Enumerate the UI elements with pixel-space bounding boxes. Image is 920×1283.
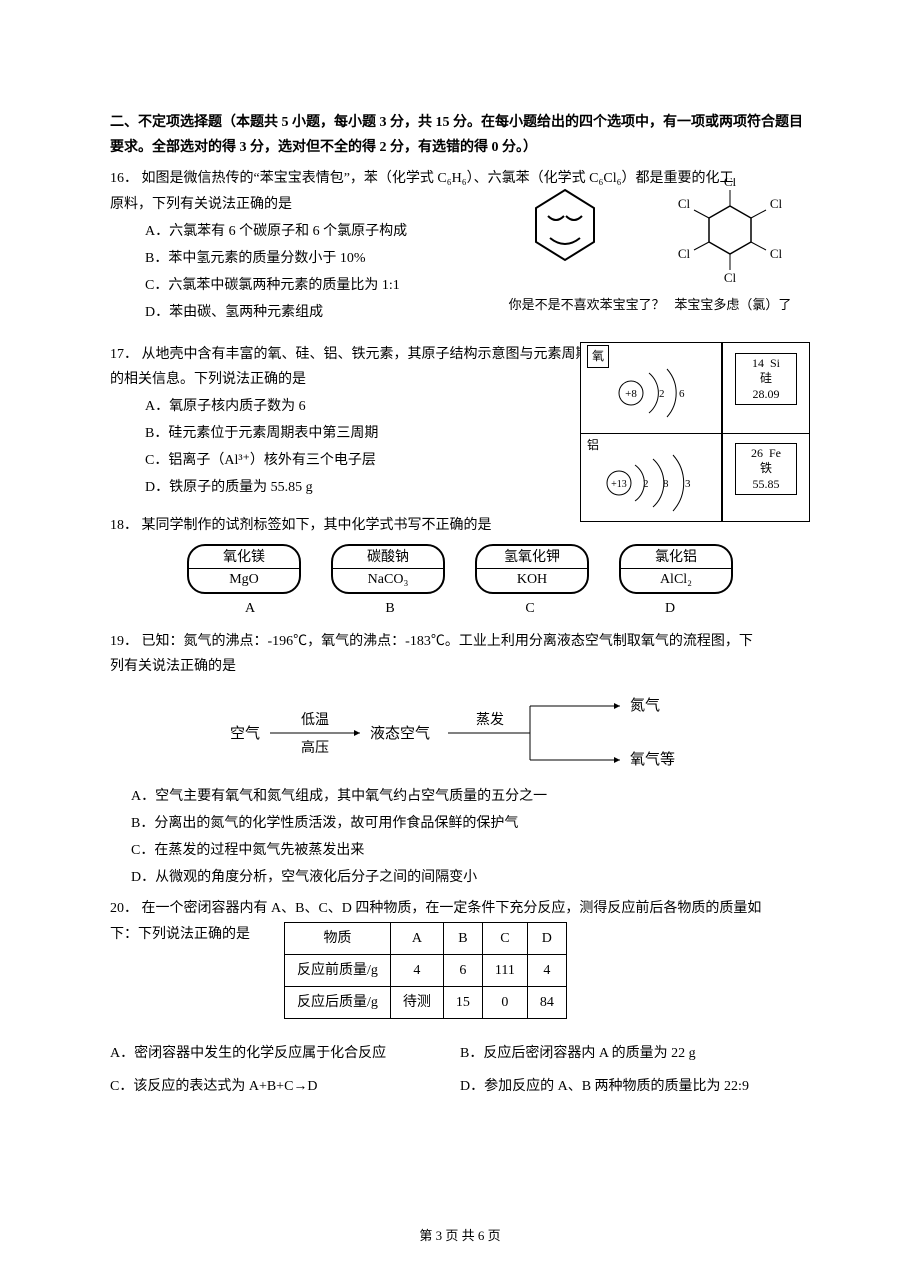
q16-num: 16． xyxy=(110,171,138,186)
hexachlorobenzene-icon: Cl Cl Cl Cl Cl Cl xyxy=(660,178,800,288)
svg-text:2: 2 xyxy=(643,478,649,490)
cl-label: Cl xyxy=(724,178,737,189)
svg-text:8: 8 xyxy=(663,478,669,490)
q20-stem2: 下：下列说法正确的是 xyxy=(110,922,250,947)
label-a: 氧化镁MgO xyxy=(187,544,301,594)
page-footer: 第 3 页 共 6 页 xyxy=(0,1224,920,1247)
q19-opt-c: C．在蒸发的过程中氮气先被蒸发出来 xyxy=(131,838,810,863)
q19-opt-b: B．分离出的氮气的化学性质活泼，故可用作食品保鲜的保护气 xyxy=(131,811,810,836)
o-label: 氧 xyxy=(587,345,609,369)
r1h: 反应前质量/g xyxy=(285,954,391,986)
r2c: 0 xyxy=(482,986,527,1018)
question-16: 16． 如图是微信热传的“苯宝宝表情包”，苯（化学式 C₆H₆）、六氯苯（化学式… xyxy=(110,166,810,325)
th-a: A xyxy=(390,922,443,954)
q19-stem1: 已知：氮气的沸点：-196℃，氧气的沸点：-183℃。工业上利用分离液态空气制取… xyxy=(142,634,753,649)
label-a-letter: A xyxy=(195,596,305,621)
th-sub: 物质 xyxy=(285,922,391,954)
th-b: B xyxy=(443,922,482,954)
svg-text:Cl: Cl xyxy=(770,246,783,261)
r2h: 反应后质量/g xyxy=(285,986,391,1018)
q20-opt-b: B．反应后密闭容器内 A 的质量为 22 g xyxy=(460,1041,810,1066)
r1d: 4 xyxy=(527,954,566,986)
th-c: C xyxy=(482,922,527,954)
svg-text:空气: 空气 xyxy=(230,725,260,742)
benzene-face-icon xyxy=(530,186,600,264)
q20-stem1: 在一个密闭容器内有 A、B、C、D 四种物质，在一定条件下充分反应，测得反应前后… xyxy=(142,901,762,916)
q19-num: 19． xyxy=(110,634,138,649)
q16-caption-left: 你是不是不喜欢苯宝宝了？ xyxy=(509,297,665,312)
question-20: 20． 在一个密闭容器内有 A、B、C、D 四种物质，在一定条件下充分反应，测得… xyxy=(110,896,810,1103)
svg-text:2: 2 xyxy=(659,388,665,400)
svg-text:6: 6 xyxy=(679,388,685,400)
q20-table: 物质 A B C D 反应前质量/g 4 6 111 4 反应后质量/g 待测 … xyxy=(284,922,567,1020)
svg-text:Cl: Cl xyxy=(770,196,783,211)
svg-text:Cl: Cl xyxy=(724,270,737,285)
question-19: 19． 已知：氮气的沸点：-196℃，氧气的沸点：-183℃。工业上利用分离液态… xyxy=(110,629,810,890)
r2b: 15 xyxy=(443,986,482,1018)
q16-stem1: 如图是微信热传的“苯宝宝表情包”，苯（化学式 C₆H₆）、六氯苯（化学式 C₆C… xyxy=(142,171,734,186)
al-label: 铝 xyxy=(587,435,599,457)
q18-num: 18． xyxy=(110,518,138,533)
label-d-letter: D xyxy=(615,596,725,621)
svg-text:氮气: 氮气 xyxy=(630,697,660,714)
svg-text:蒸发: 蒸发 xyxy=(476,712,504,728)
label-d: 氯化铝AlCl₂ xyxy=(619,544,733,594)
svg-text:Cl: Cl xyxy=(678,246,691,261)
q17-opt-c: C．铝离子（Al³⁺）核外有三个电子层 xyxy=(145,448,565,473)
q19-opt-d: D．从微观的角度分析，空气液化后分子之间的间隔变小 xyxy=(131,865,810,890)
r1b: 6 xyxy=(443,954,482,986)
q19-flow: 空气 低温 高压 液态空气 蒸发 氮气 氧气等 xyxy=(110,688,810,778)
q17-figure: 氧 +8 2 6 14 Si 硅 28.09 铝 xyxy=(580,342,810,522)
q17-opt-b: B．硅元素位于元素周期表中第三周期 xyxy=(145,421,565,446)
q16-caption-right: 苯宝宝多虑（氯）了 xyxy=(674,297,791,312)
svg-text:+8: +8 xyxy=(625,388,637,400)
q19-opt-a: A．空气主要有氧气和氮气组成，其中氧气约占空气质量的五分之一 xyxy=(131,784,810,809)
q19-stem2: 列有关说法正确的是 xyxy=(110,654,810,679)
svg-text:氧气等: 氧气等 xyxy=(630,750,675,768)
r2a: 待测 xyxy=(390,986,443,1018)
r1a: 4 xyxy=(390,954,443,986)
fe-box: 26 Fe 铁 55.85 xyxy=(735,443,797,496)
q20-num: 20． xyxy=(110,901,138,916)
label-b: 碳酸钠NaCO₃ xyxy=(331,544,445,594)
q20-opt-c: C．该反应的表达式为 A+B+C→D xyxy=(110,1074,460,1099)
flow-diagram-icon: 空气 低温 高压 液态空气 蒸发 氮气 氧气等 xyxy=(200,688,720,778)
label-c: 氢氧化钾KOH xyxy=(475,544,589,594)
q18-stem: 某同学制作的试剂标签如下，其中化学式书写不正确的是 xyxy=(142,518,492,533)
q17-opt-d: D．铁原子的质量为 55.85 g xyxy=(145,475,565,500)
question-17: 17． 从地壳中含有丰富的氧、硅、铝、铁元素，其原子结构示意图与元素周期表如下，… xyxy=(110,342,810,501)
svg-text:低温: 低温 xyxy=(301,712,329,728)
th-d: D xyxy=(527,922,566,954)
svg-text:+13: +13 xyxy=(611,479,627,490)
label-b-letter: B xyxy=(335,596,445,621)
svg-text:Cl: Cl xyxy=(678,196,691,211)
r2d: 84 xyxy=(527,986,566,1018)
al-atom-icon: +13 2 8 3 xyxy=(581,433,721,523)
question-18: 18． 某同学制作的试剂标签如下，其中化学式书写不正确的是 氧化镁MgO 碳酸钠… xyxy=(110,513,810,622)
q17-opt-a: A．氧原子核内质子数为 6 xyxy=(145,394,565,419)
q20-opt-d: D．参加反应的 A、B 两种物质的质量比为 22:9 xyxy=(460,1074,810,1099)
svg-text:液态空气: 液态空气 xyxy=(370,725,430,742)
section-title: 二、不定项选择题（本题共 5 小题，每小题 3 分，共 15 分。在每小题给出的… xyxy=(110,110,810,160)
q16-figure: Cl Cl Cl Cl Cl Cl 你是不是不喜欢苯宝宝了？ 苯宝宝多虑（氯）了 xyxy=(490,186,810,316)
r1c: 111 xyxy=(482,954,527,986)
svg-text:高压: 高压 xyxy=(301,739,329,756)
q20-opt-a: A．密闭容器中发生的化学反应属于化合反应 xyxy=(110,1041,460,1066)
q17-num: 17． xyxy=(110,347,138,362)
si-box: 14 Si 硅 28.09 xyxy=(735,353,797,406)
label-c-letter: C xyxy=(475,596,585,621)
svg-text:3: 3 xyxy=(685,478,691,490)
page: 二、不定项选择题（本题共 5 小题，每小题 3 分，共 15 分。在每小题给出的… xyxy=(0,0,920,1283)
